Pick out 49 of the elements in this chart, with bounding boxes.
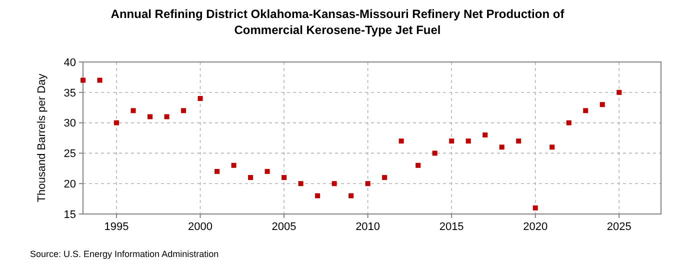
point	[114, 120, 120, 126]
point	[616, 90, 622, 95]
point	[365, 181, 370, 186]
point	[449, 138, 454, 144]
point	[80, 78, 86, 83]
point	[231, 162, 236, 168]
point	[248, 175, 254, 180]
point	[382, 175, 388, 180]
point	[516, 138, 522, 144]
x-tick-label: 2025	[606, 221, 632, 233]
point	[332, 181, 337, 186]
point	[164, 114, 170, 120]
y-tick-label: 35	[64, 87, 76, 100]
point	[432, 150, 438, 156]
point	[482, 132, 488, 138]
x-tick-label: 2015	[439, 221, 464, 233]
point	[499, 144, 504, 150]
point	[181, 108, 186, 114]
point	[315, 193, 320, 198]
point	[198, 96, 203, 101]
point	[97, 78, 102, 83]
point	[566, 120, 572, 126]
y-tick-label: 15	[64, 208, 76, 221]
x-tick-label: 2005	[272, 221, 296, 233]
y-axis-title: Thousand Barrels per Day	[36, 73, 48, 202]
point	[550, 144, 555, 150]
point	[348, 193, 354, 198]
y-tick-label: 20	[64, 178, 76, 190]
point	[532, 205, 538, 210]
point	[282, 175, 287, 180]
point	[600, 102, 605, 108]
y-tick-label: 30	[64, 118, 76, 130]
point	[298, 181, 304, 186]
chart-title: Annual Refining District Oklahoma-Kansas-Missouri Refinery Net Production of Commercial Kerosene-Type Jet Fuel	[110, 7, 566, 37]
x-tick-label: 2010	[356, 221, 380, 233]
x-tick-label: 1995	[104, 221, 129, 233]
point	[416, 162, 421, 168]
point	[398, 138, 404, 144]
point	[466, 138, 471, 144]
point	[583, 108, 588, 114]
source-note: Source: U.S. Energy Information Administration	[30, 249, 219, 259]
point	[130, 108, 136, 114]
point	[148, 114, 153, 120]
x-tick-label: 2000	[188, 221, 213, 233]
point	[214, 168, 220, 174]
point	[264, 168, 270, 174]
y-tick-label: 40	[64, 56, 76, 69]
y-tick-label: 25	[64, 148, 76, 160]
x-tick-label: 2020	[523, 221, 548, 233]
